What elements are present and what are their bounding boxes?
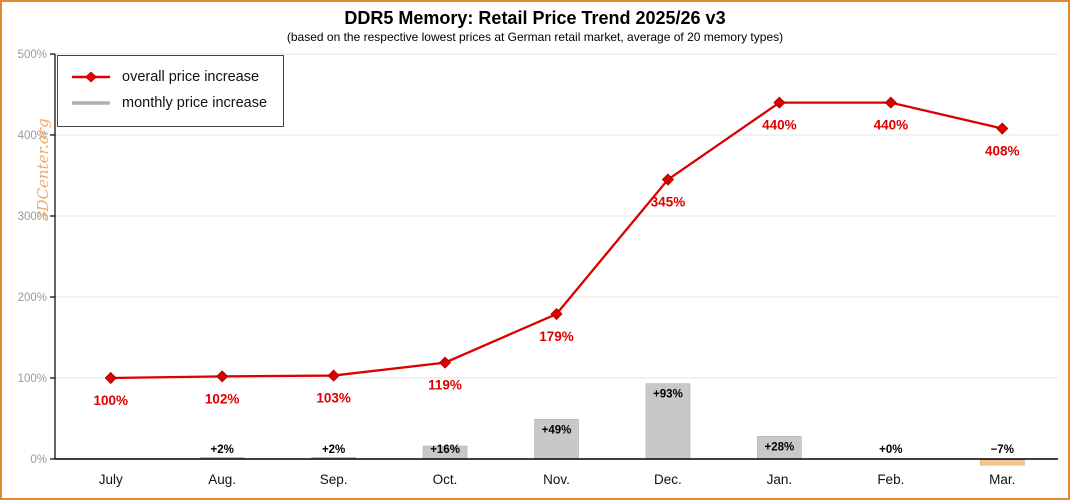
bar-negative: [979, 459, 1025, 466]
diamond-marker: [661, 173, 675, 186]
y-tick-label: 0%: [30, 454, 47, 466]
x-tick-label: Sep.: [320, 472, 348, 487]
bar-value-label: +49%: [542, 424, 572, 436]
y-tick-label: 100%: [18, 373, 47, 385]
legend-label-monthly: monthly price increase: [122, 95, 268, 111]
bar: [645, 383, 691, 460]
chart-header: DDR5 Memory: Retail Price Trend 2025/26 …: [2, 7, 1068, 45]
line-value-label: 345%: [651, 195, 686, 210]
diamond-marker: [104, 371, 117, 385]
bar-value-label: +93%: [653, 389, 683, 401]
diamond-marker: [216, 370, 229, 383]
line-series-swatch-icon: [72, 71, 110, 83]
chart-area: +2% +2% +16% +49% +93% +28% +0% −7% 0% 100% 200% 30…: [2, 45, 1068, 497]
y-tick-label: 400%: [18, 130, 47, 142]
diamond-marker: [773, 96, 786, 109]
chart-svg: +2% +2% +16% +49% +93% +28% +0% −7% 0% 100% 200% 30…: [18, 49, 1058, 487]
x-tick-label: Jan.: [767, 472, 793, 487]
line-value-label: 440%: [762, 118, 797, 133]
gridlines: [55, 53, 1058, 379]
diamond-marker: [996, 122, 1009, 135]
line-value-label: 440%: [874, 118, 909, 133]
line-value-label: 100%: [93, 393, 128, 408]
bar-value-label: +28%: [765, 441, 795, 453]
line-value-label: 103%: [316, 391, 351, 406]
y-tick-label: 500%: [18, 49, 47, 61]
legend-item-overall: overall price increase: [70, 64, 267, 90]
line-value-label: 102%: [205, 391, 240, 406]
line-value-label: 408%: [985, 144, 1020, 159]
watermark: 3DCenter.org: [34, 118, 52, 221]
line-value-label: 179%: [539, 329, 574, 344]
legend-item-monthly: monthly price increase: [70, 90, 267, 116]
bar-value-label: +2%: [210, 444, 233, 456]
diamond-marker: [327, 369, 340, 382]
y-tick-label: 200%: [18, 292, 47, 304]
x-tick-label: July: [99, 472, 123, 487]
bar-value-label: −7%: [991, 444, 1014, 456]
diamond-marker: [550, 307, 563, 321]
diamond-marker: [438, 356, 452, 369]
legend-label-overall: overall price increase: [122, 69, 260, 85]
x-tick-label: Dec.: [654, 472, 682, 487]
bar: [534, 419, 579, 460]
bar-value-label: +16%: [430, 444, 460, 456]
x-tick-label: Aug.: [208, 472, 236, 487]
bar-value-label: +0%: [879, 444, 902, 456]
diamond-marker: [884, 96, 897, 109]
x-tick-label: Oct.: [433, 472, 458, 487]
x-tick-label: Feb.: [877, 472, 904, 487]
x-tick-label: Mar.: [989, 472, 1015, 487]
legend: overall price increase monthly price inc…: [57, 55, 285, 127]
y-tick-label: 300%: [18, 211, 47, 223]
bar-series-swatch-icon: [72, 101, 110, 105]
chart-title: DDR5 Memory: Retail Price Trend 2025/26 …: [344, 8, 726, 28]
x-tick-label: Nov.: [543, 472, 570, 487]
line-value-label: 119%: [428, 378, 462, 393]
chart-subtitle: (based on the respective lowest prices a…: [286, 30, 784, 44]
bar-value-label: +2%: [322, 444, 345, 456]
